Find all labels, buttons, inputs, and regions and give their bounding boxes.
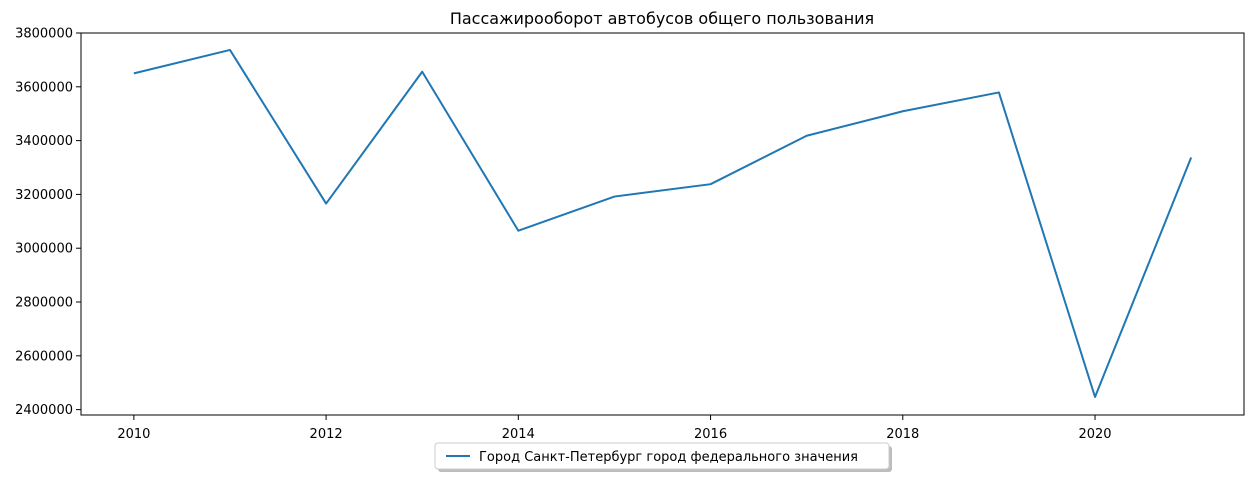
- plot-area: 2400000 2600000 2800000 3000000 3200000 34000…: [15, 27, 1245, 442]
- y-tick-label: 3600000: [15, 80, 73, 95]
- plot-frame: [80, 32, 1245, 416]
- x-tick-label: 2020: [1078, 427, 1111, 442]
- y-tick-label: 3800000: [15, 27, 73, 42]
- chart-title: Пассажирооборот автобусов общего пользов…: [450, 9, 874, 28]
- x-tick-label: 2014: [502, 427, 535, 442]
- legend: Город Санкт-Петербург город федерального…: [434, 442, 892, 472]
- y-tick-label: 3200000: [15, 188, 73, 203]
- legend-box: [434, 442, 890, 470]
- y-tick-label: 3000000: [15, 242, 73, 257]
- y-tick-label: 2600000: [15, 349, 73, 364]
- x-tick-label: 2010: [117, 427, 150, 442]
- y-tick-label: 2800000: [15, 296, 73, 311]
- x-axis-ticks: 2010 2012 2014 2016 2018 2020: [117, 415, 1112, 442]
- series-line-spb: [133, 48, 1193, 398]
- y-tick-label: 2400000: [15, 403, 73, 418]
- y-tick-label: 3400000: [15, 134, 73, 149]
- x-tick-label: 2018: [886, 427, 919, 442]
- y-axis-ticks: 2400000 2600000 2800000 3000000 3200000 34000…: [15, 27, 81, 418]
- x-tick-label: 2012: [310, 427, 343, 442]
- legend-label: Город Санкт-Петербург город федерального…: [479, 450, 858, 465]
- x-tick-label: 2016: [694, 427, 727, 442]
